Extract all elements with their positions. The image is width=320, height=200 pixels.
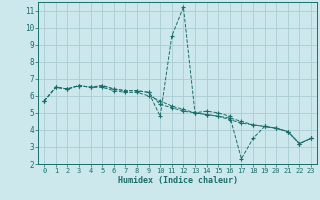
X-axis label: Humidex (Indice chaleur): Humidex (Indice chaleur) <box>118 176 238 185</box>
